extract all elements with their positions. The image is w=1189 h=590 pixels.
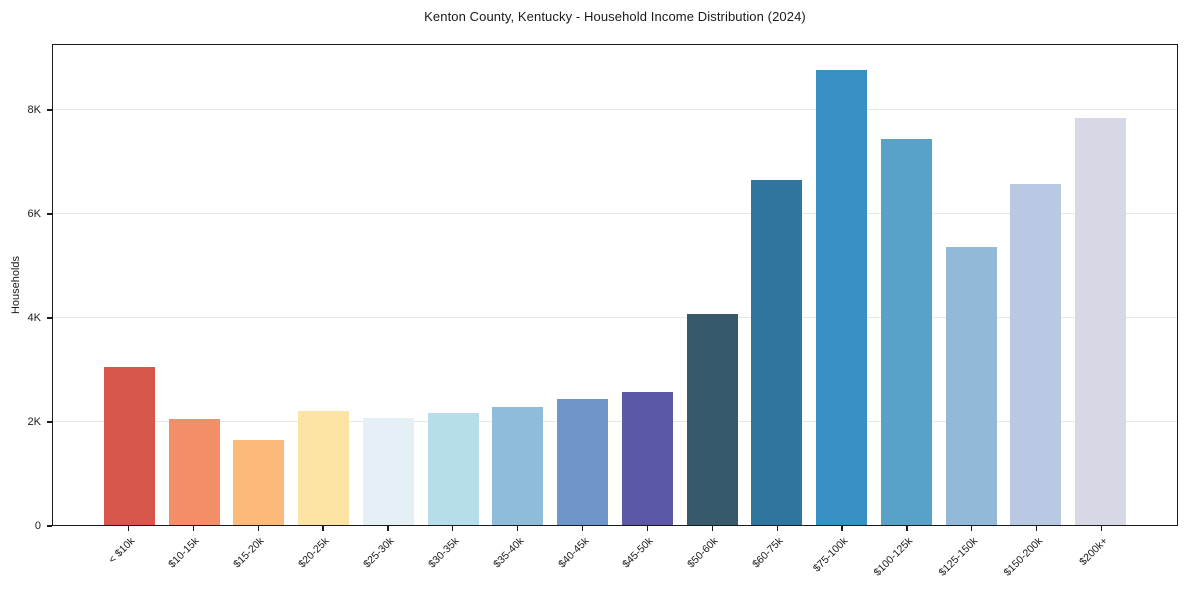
gridline — [53, 108, 1177, 110]
x-tick-mark — [1036, 526, 1038, 531]
bar-slot — [291, 45, 356, 525]
gridline-layer — [53, 45, 1177, 525]
y-tick-mark — [47, 317, 52, 319]
gridline — [53, 420, 1177, 422]
x-tick-mark — [646, 526, 649, 531]
bar-slot — [550, 45, 615, 525]
bar-$75-100k — [816, 70, 868, 525]
x-tick-label-text: $60-75k — [750, 535, 786, 571]
bar-slot — [97, 45, 162, 525]
y-tick-label: 6K — [27, 207, 41, 220]
bar-$100-125k — [880, 139, 932, 525]
bar-slot — [356, 45, 421, 525]
x-tick-label-text: $25-30k — [361, 535, 397, 571]
x-tick-mark — [192, 526, 194, 531]
x-tick-label-text: $20-25k — [296, 535, 332, 571]
x-tick-label-text: $35-40k — [490, 535, 527, 571]
plot-area — [52, 44, 1178, 526]
bar-$10-15k — [168, 419, 220, 525]
x-tick-mark — [452, 526, 454, 531]
x-tick-label-text: $10-15k — [166, 535, 202, 571]
x-tick-label-text: $125-150k — [936, 535, 981, 579]
gridline — [53, 316, 1177, 318]
x-tick-label-text: $100-125k — [871, 535, 916, 579]
x-tick-mark — [127, 526, 130, 531]
x-tick-mark — [1100, 526, 1103, 531]
bar-slot — [939, 45, 1004, 525]
x-tick-label-text: < $10k — [105, 535, 137, 566]
y-tick-label: 0 — [34, 519, 41, 532]
bar-$20-25k — [298, 410, 350, 525]
bar-slot — [1068, 45, 1133, 525]
x-tick-label-text: $30-35k — [425, 535, 462, 571]
y-axis-label: Households — [10, 255, 22, 315]
bar-$30-35k — [427, 413, 479, 525]
x-tick-mark — [322, 526, 324, 531]
y-tick-label: 4K — [27, 311, 41, 324]
bar-slot — [162, 45, 227, 525]
x-tick-mark — [906, 526, 908, 531]
bar-$200k+ — [1075, 118, 1127, 525]
x-tick-label-text: $75-100k — [811, 535, 851, 575]
bar-$50-60k — [686, 313, 738, 525]
x-tick-mark — [257, 526, 259, 531]
bar-slot — [680, 45, 745, 525]
bar-$35-40k — [492, 407, 544, 525]
x-tick-label-text: $50-60k — [685, 535, 721, 571]
bar-$60-75k — [751, 179, 803, 525]
bar-slot — [486, 45, 551, 525]
y-tick-label: 8K — [27, 103, 41, 116]
x-tick-label-text: $40-45k — [555, 535, 592, 571]
x-tick-label-text: $200k+ — [1076, 535, 1111, 569]
bar-$125-150k — [945, 247, 997, 525]
bar-slot — [809, 45, 874, 525]
x-tick-label-text: $45-50k — [620, 535, 656, 571]
x-tick-mark — [517, 526, 519, 531]
bar-slot — [874, 45, 939, 525]
bar-slot — [1004, 45, 1069, 525]
gridline — [53, 212, 1177, 214]
bar-< $10k — [103, 367, 155, 525]
y-tick-mark — [47, 421, 52, 423]
bar-$45-50k — [621, 391, 673, 525]
x-tick-label-text: $150-200k — [1001, 535, 1046, 579]
x-tick-mark — [581, 526, 584, 531]
x-tick-mark — [971, 526, 973, 531]
bar-slot — [421, 45, 486, 525]
x-tick-mark — [776, 526, 778, 531]
y-tick-mark — [47, 525, 52, 527]
x-tick-mark — [841, 526, 843, 531]
x-tick-mark — [711, 526, 713, 531]
bar-$150-200k — [1010, 183, 1062, 525]
bar-slot — [227, 45, 292, 525]
y-tick-mark — [47, 109, 52, 111]
chart-title: Kenton County, Kentucky - Household Inco… — [424, 9, 806, 24]
y-tick-mark — [47, 213, 52, 215]
bar-slot — [615, 45, 680, 525]
y-tick-label: 2K — [27, 415, 41, 428]
x-tick-mark — [387, 526, 389, 531]
bar-$40-45k — [557, 398, 609, 525]
bars-row — [53, 45, 1177, 525]
x-tick-label-text: $15-20k — [231, 535, 267, 571]
bar-$15-20k — [233, 439, 285, 525]
bar-$25-30k — [362, 417, 414, 525]
bar-slot — [745, 45, 810, 525]
